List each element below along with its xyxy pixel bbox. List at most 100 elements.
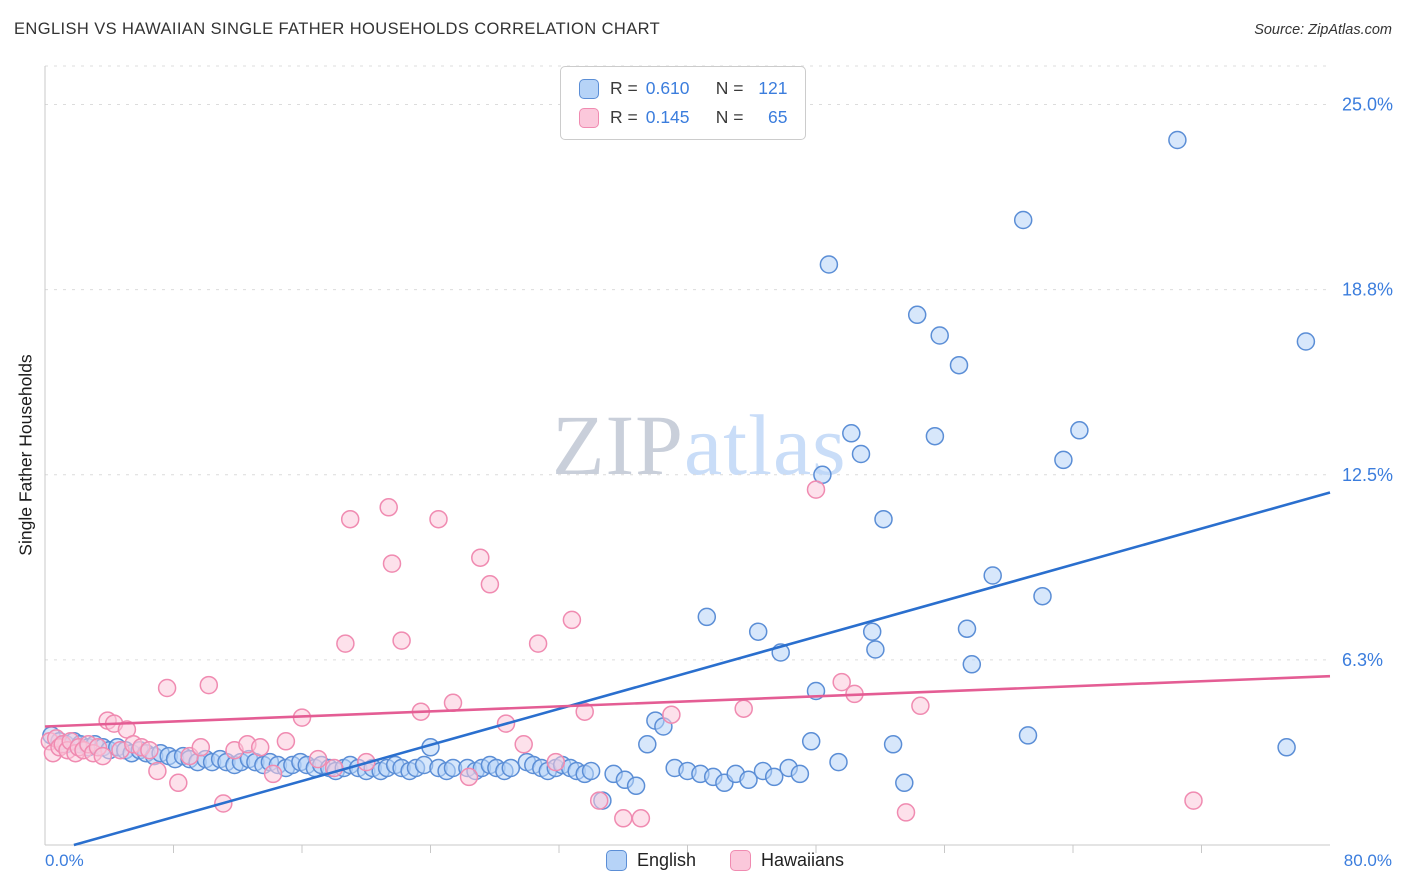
- hawaiians-data-point: [157, 678, 177, 698]
- hawaiians-data-point: [429, 509, 448, 529]
- stats-row-english: R = 0.610 N = 121: [579, 78, 787, 99]
- hawaiians-data-point: [392, 631, 411, 650]
- n-value-hawaiians: 65: [768, 107, 788, 127]
- hawaiians-data-point: [382, 554, 402, 573]
- x-axis-min-label: 0.0%: [45, 851, 84, 870]
- hawaiians-data-point: [148, 761, 167, 781]
- legend-item-hawaiians: Hawaiians: [730, 850, 844, 871]
- english-data-point: [842, 424, 861, 443]
- stats-row-hawaiians: R = 0.145 N = 65: [579, 107, 787, 128]
- series-legend: English Hawaiians: [22, 850, 1406, 871]
- english-legend-swatch: [605, 850, 627, 871]
- legend-label-hawaiians: Hawaiians: [761, 850, 845, 870]
- x-axis-max-label: 80.0%: [1343, 851, 1392, 870]
- correlation-stats-legend: R = 0.610 N = 121 R = 0.145 N = 65: [560, 66, 807, 140]
- hawaiians-data-point: [471, 548, 490, 567]
- english-data-point: [874, 509, 893, 529]
- legend-item-english: English: [605, 850, 696, 871]
- english-data-point: [949, 355, 969, 375]
- hawaiians-swatch: [579, 107, 599, 128]
- english-data-point: [925, 426, 945, 446]
- hawaiians-data-point: [662, 705, 681, 724]
- english-data-point: [1018, 726, 1038, 745]
- english-data-point: [819, 255, 839, 274]
- hawaiians-data-point: [514, 735, 533, 754]
- r-label-english: R =: [610, 78, 638, 98]
- english-data-point: [866, 640, 885, 659]
- english-data-point: [501, 758, 521, 778]
- hawaiians-data-point: [308, 749, 328, 769]
- english-data-point: [764, 767, 784, 787]
- hawaiians-data-point: [911, 696, 930, 716]
- english-data-point: [638, 735, 657, 754]
- english-trend-line: [73, 491, 1331, 847]
- hawaiians-data-point: [336, 634, 355, 653]
- english-data-point: [1070, 421, 1089, 440]
- english-data-point: [907, 305, 927, 325]
- hawaiians-data-point: [140, 740, 159, 760]
- hawaiians-legend-swatch: [730, 850, 751, 871]
- hawaiians-data-point: [832, 672, 851, 692]
- hawaiians-data-point: [459, 767, 479, 787]
- english-data-point: [748, 622, 768, 641]
- english-data-point: [883, 735, 903, 754]
- english-data-point: [801, 732, 821, 751]
- english-data-point: [697, 607, 717, 627]
- hawaiians-data-point: [528, 634, 548, 653]
- english-data-point: [1054, 450, 1073, 470]
- n-value-english: 121: [758, 78, 788, 98]
- n-label-english: N =: [715, 78, 744, 98]
- english-data-point: [895, 773, 914, 793]
- hawaiians-data-point: [589, 791, 609, 810]
- legend-label-english: English: [636, 850, 696, 870]
- hawaiians-data-point: [896, 803, 916, 822]
- hawaiians-data-point: [93, 746, 113, 766]
- hawaiians-data-point: [734, 699, 753, 718]
- chart-title: ENGLISH VS HAWAIIAN SINGLE FATHER HOUSEH…: [14, 20, 661, 38]
- hawaiians-data-point: [631, 809, 651, 828]
- english-data-point: [1168, 130, 1187, 150]
- english-data-point: [1296, 332, 1316, 351]
- english-data-point: [862, 622, 882, 641]
- hawaiians-data-point: [562, 610, 582, 630]
- english-data-point: [790, 764, 810, 784]
- english-data-point: [626, 776, 646, 796]
- hawaiians-data-point: [276, 732, 296, 751]
- hawaiians-data-point: [340, 509, 360, 529]
- r-value-english: 0.610: [645, 78, 690, 98]
- hawaiians-data-point: [614, 809, 633, 828]
- hawaiians-data-point: [199, 675, 219, 695]
- english-data-point: [739, 770, 758, 790]
- english-data-point: [1033, 586, 1052, 606]
- english-data-point: [962, 655, 982, 674]
- english-data-point: [1277, 738, 1296, 757]
- hawaiians-data-point: [263, 764, 283, 784]
- r-value-hawaiians: 0.145: [645, 107, 690, 127]
- n-label-hawaiians: N =: [715, 107, 744, 127]
- y-tick-label: 12.5%: [1342, 465, 1393, 485]
- hawaiians-trend-line: [44, 674, 1331, 728]
- hawaiians-data-point: [546, 752, 566, 772]
- y-tick-label: 6.3%: [1342, 650, 1383, 670]
- r-label-hawaiians: R =: [610, 107, 638, 127]
- english-data-point: [957, 619, 977, 639]
- english-data-point: [851, 444, 871, 464]
- watermark-zip: ZIP: [552, 397, 684, 493]
- hawaiians-data-point: [806, 480, 826, 499]
- hawaiians-data-point: [250, 738, 270, 757]
- english-data-point: [1013, 210, 1033, 230]
- hawaiians-data-point: [379, 498, 398, 517]
- y-tick-label: 18.8%: [1342, 280, 1393, 300]
- english-data-point: [930, 326, 949, 345]
- hawaiians-data-point: [480, 575, 500, 594]
- hawaiians-data-point: [443, 693, 463, 713]
- hawaiians-data-point: [169, 773, 188, 793]
- hawaiians-data-point: [1184, 791, 1203, 810]
- source-attribution: Source: ZipAtlas.com: [1254, 22, 1392, 38]
- english-data-point: [829, 752, 848, 772]
- english-data-point: [581, 761, 601, 781]
- hawaiians-data-point: [575, 702, 594, 721]
- hawaiians-data-point: [191, 738, 211, 757]
